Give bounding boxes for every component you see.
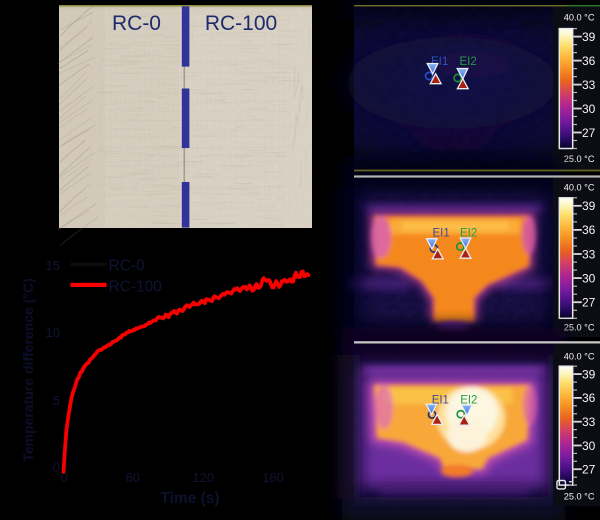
svg-text:27: 27 <box>582 463 596 477</box>
svg-text:39: 39 <box>582 30 596 44</box>
svg-text:36: 36 <box>582 223 596 237</box>
svg-text:60: 60 <box>126 470 140 485</box>
svg-text:15: 15 <box>46 258 60 273</box>
svg-text:EI1: EI1 <box>433 228 450 240</box>
svg-text:0: 0 <box>61 470 68 485</box>
svg-text:EI2: EI2 <box>460 56 477 68</box>
svg-text:25.0 °C: 25.0 °C <box>564 323 595 333</box>
svg-text:30: 30 <box>582 439 596 453</box>
svg-text:120: 120 <box>192 470 214 485</box>
svg-text:RC-0: RC-0 <box>109 258 146 275</box>
svg-text:39: 39 <box>582 367 596 381</box>
svg-text:33: 33 <box>582 415 596 429</box>
svg-text:EI2: EI2 <box>460 228 477 240</box>
svg-text:27: 27 <box>582 126 596 140</box>
svg-text:36: 36 <box>582 54 596 68</box>
svg-text:5: 5 <box>53 393 60 408</box>
svg-text:40.0 °C: 40.0 °C <box>564 183 595 193</box>
svg-text:30: 30 <box>582 102 596 116</box>
svg-text:RC-100: RC-100 <box>109 279 163 296</box>
svg-text:40.0 °C: 40.0 °C <box>564 352 595 362</box>
svg-text:30: 30 <box>582 271 596 285</box>
svg-text:33: 33 <box>582 247 596 261</box>
svg-text:Time (s): Time (s) <box>160 490 219 507</box>
svg-text:25.0 °C: 25.0 °C <box>564 154 595 164</box>
svg-text:36: 36 <box>582 391 596 405</box>
svg-text:180: 180 <box>262 470 284 485</box>
svg-text:10: 10 <box>46 325 60 340</box>
svg-text:RC-0: RC-0 <box>112 12 161 35</box>
svg-text:39: 39 <box>582 199 596 213</box>
svg-text:EI1: EI1 <box>432 395 449 407</box>
svg-text:RC-100: RC-100 <box>205 12 277 35</box>
svg-text:0: 0 <box>53 460 60 475</box>
svg-text:EI2: EI2 <box>460 395 477 407</box>
svg-text:40.0 °C: 40.0 °C <box>564 13 595 23</box>
svg-text:33: 33 <box>582 78 596 92</box>
svg-text:Temperature difference (°C): Temperature difference (°C) <box>20 278 36 462</box>
svg-text:25.0 °C: 25.0 °C <box>564 492 595 502</box>
svg-text:27: 27 <box>582 296 596 310</box>
